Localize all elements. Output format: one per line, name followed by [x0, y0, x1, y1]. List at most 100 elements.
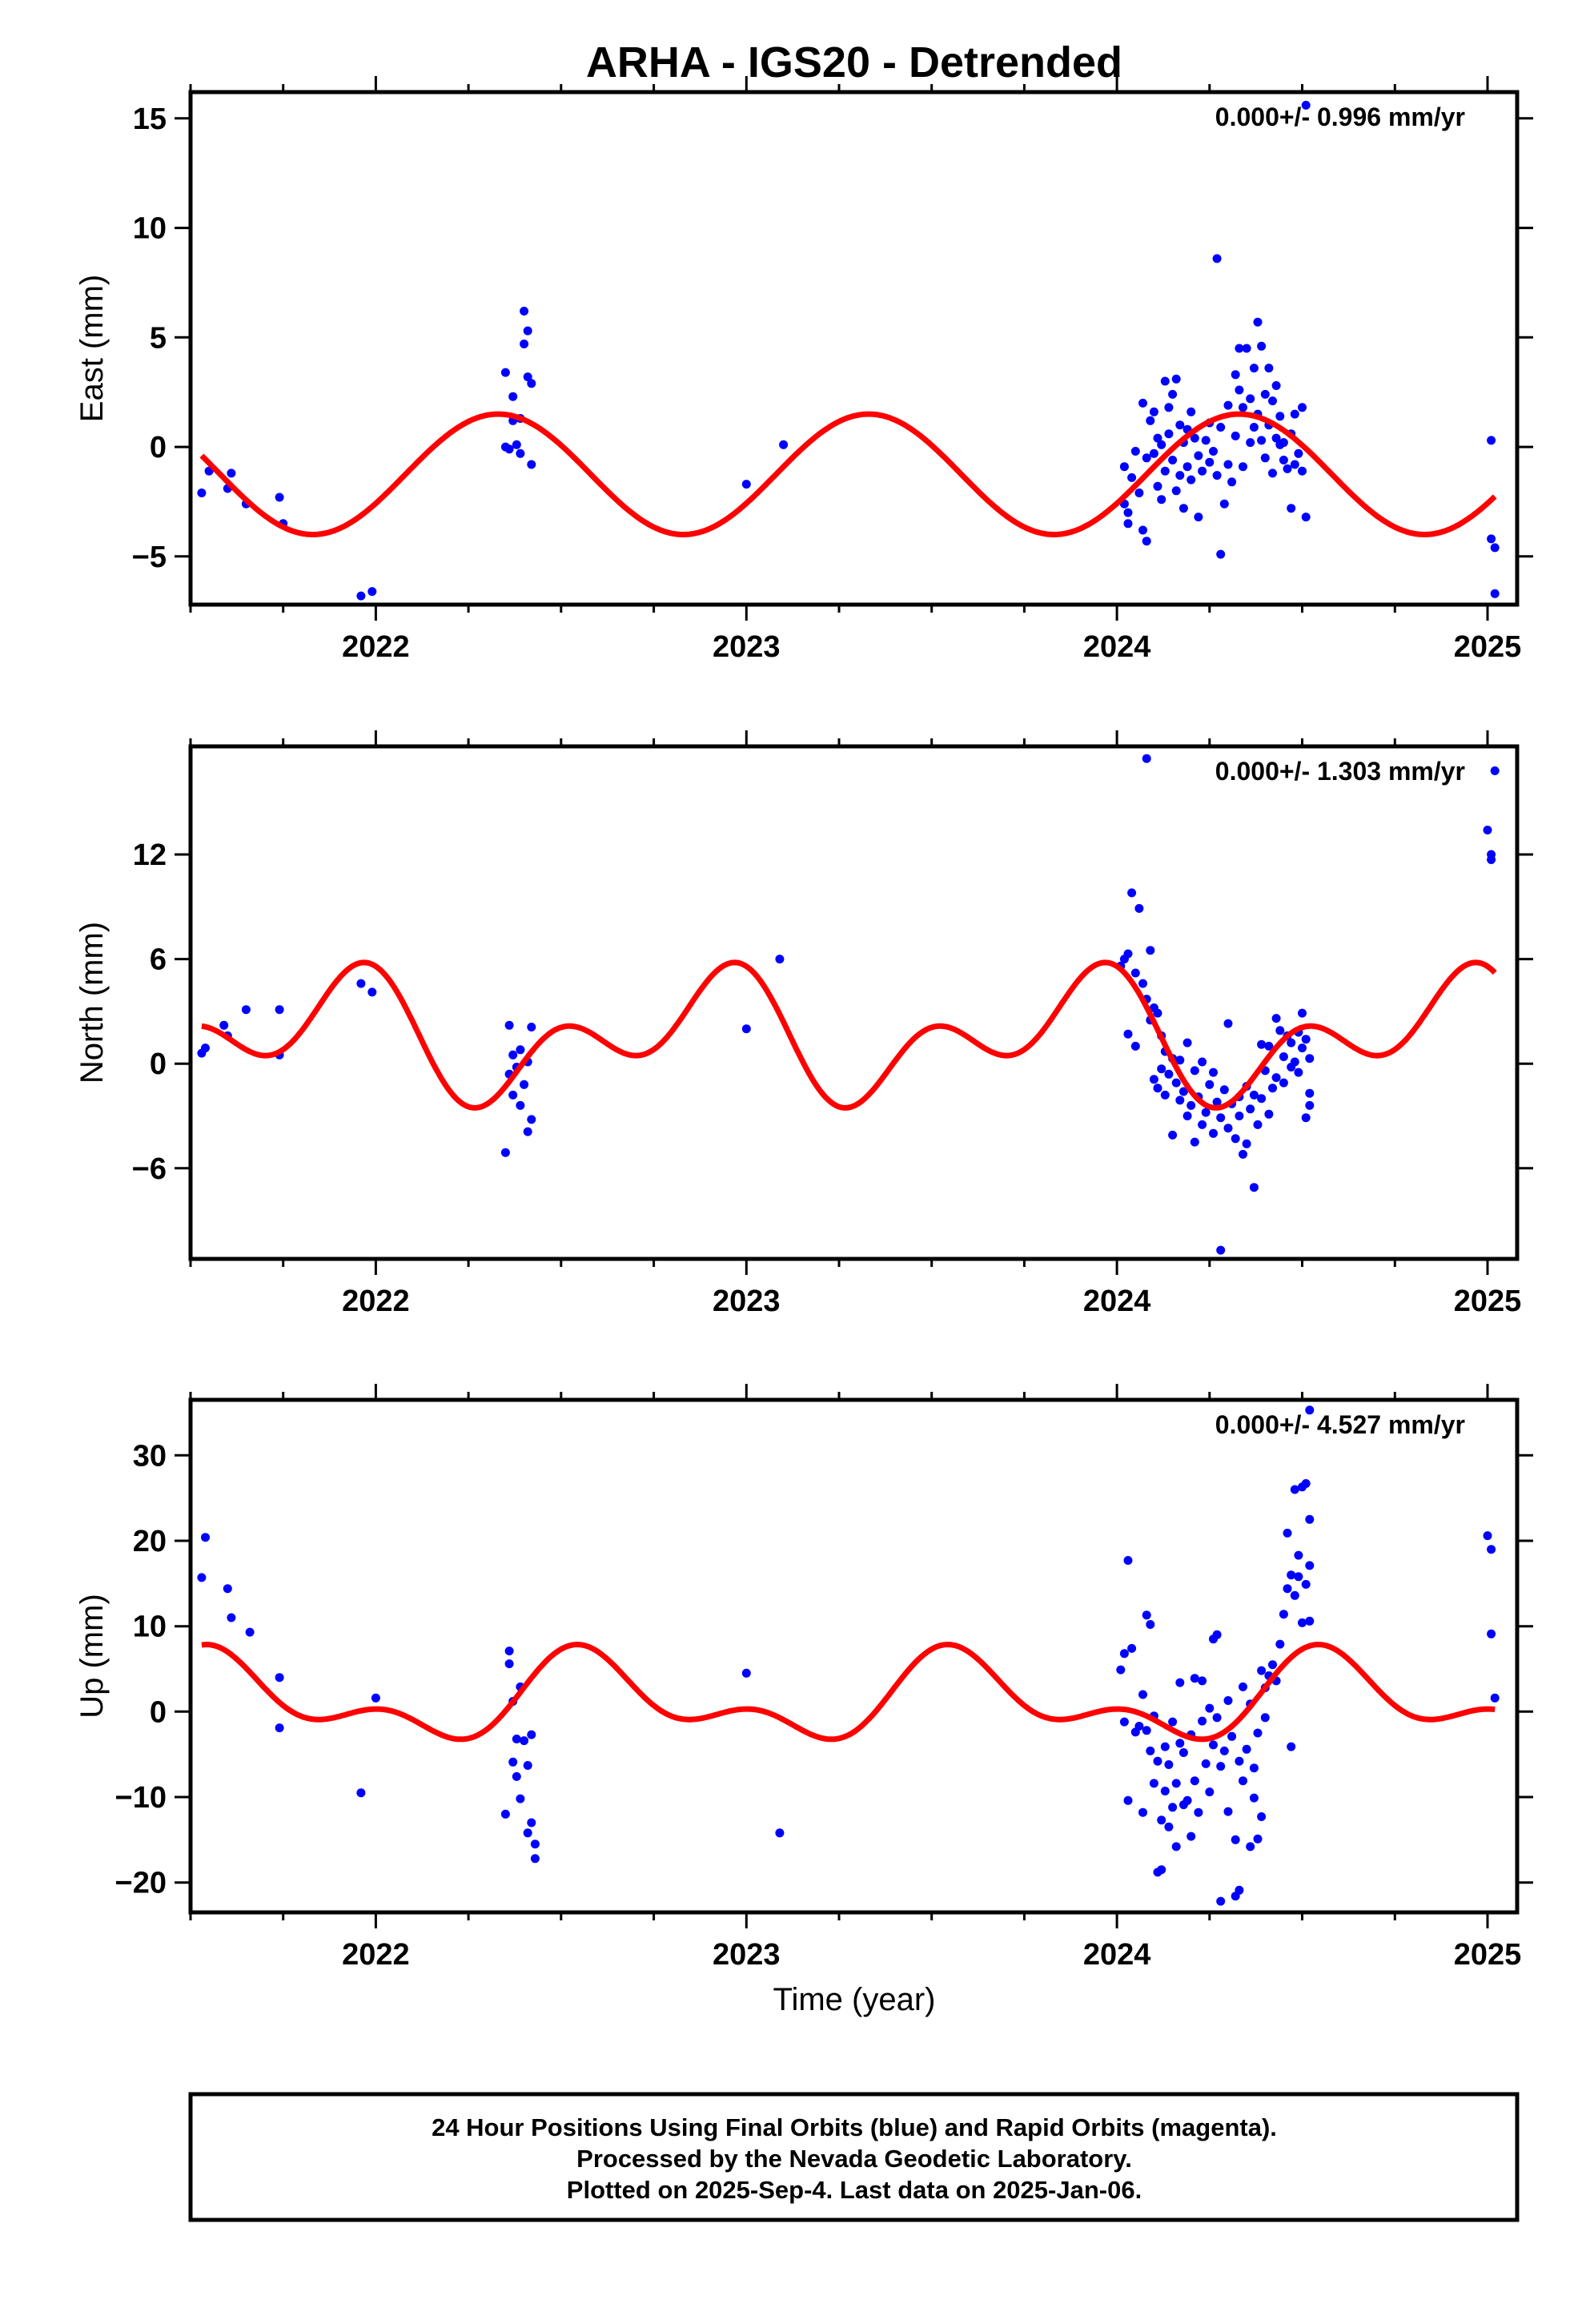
up-point-66	[1198, 1676, 1207, 1686]
up-point-78	[1223, 1807, 1233, 1816]
up-point-74	[1216, 1896, 1226, 1906]
up-point-81	[1231, 1835, 1240, 1844]
north-point-47	[1171, 1078, 1181, 1088]
up-point-83	[1235, 1756, 1244, 1766]
north-point-84	[1264, 1041, 1274, 1051]
footer-frame	[188, 2092, 1520, 2222]
north-point-90	[1279, 1078, 1288, 1088]
up-point-109	[1294, 1572, 1303, 1582]
north-point-46	[1168, 1130, 1178, 1140]
north-point-17	[520, 1080, 529, 1089]
east-point-49	[1171, 374, 1181, 384]
east-point-82	[1246, 438, 1255, 448]
up-point-37	[1142, 1726, 1151, 1735]
east-point-0	[197, 489, 207, 497]
east-y-tick-label: 15	[133, 103, 167, 136]
north-point-97	[1298, 1008, 1307, 1018]
north-point-107	[1487, 855, 1496, 864]
east-point-112	[1487, 436, 1496, 445]
east-point-63	[1201, 436, 1211, 445]
east-point-108	[1298, 403, 1307, 412]
north-point-27	[1123, 1029, 1133, 1039]
east-point-43	[1160, 376, 1170, 386]
north-point-37	[1149, 1075, 1158, 1084]
footer-line-2: Processed by the Nevada Geodetic Laborat…	[576, 2145, 1132, 2173]
east-point-73	[1223, 400, 1233, 410]
up-point-82	[1235, 1885, 1244, 1895]
east-point-88	[1257, 436, 1267, 445]
east-point-102	[1283, 464, 1292, 473]
north-point-81	[1257, 1094, 1267, 1104]
east-point-83	[1246, 394, 1255, 404]
north-point-11	[504, 1020, 514, 1030]
east-point-111	[1301, 100, 1311, 110]
up-point-114	[1301, 1579, 1311, 1589]
east-points	[197, 100, 1500, 601]
up-point-86	[1242, 1744, 1251, 1754]
north-point-60	[1205, 1080, 1215, 1089]
up-point-48	[1160, 1742, 1170, 1751]
east-point-86	[1253, 317, 1263, 327]
east-point-13	[508, 392, 518, 401]
up-point-49	[1164, 1760, 1174, 1769]
east-point-115	[1490, 589, 1500, 598]
east-y-tick-label: 10	[133, 212, 167, 246]
footer-line-1: 24 Hour Positions Using Final Orbits (bl…	[432, 2113, 1277, 2141]
north-plot-frame	[188, 744, 1520, 1261]
east-point-51	[1175, 420, 1185, 430]
north-point-99	[1301, 1113, 1311, 1123]
east-point-97	[1271, 381, 1281, 390]
east-point-91	[1260, 453, 1270, 463]
north-point-5	[275, 1005, 284, 1015]
north-panel: 2022 2023 2024 2025 −6 0 6 12 North (mm) 0.000+…	[74, 730, 1533, 1318]
up-model-curve	[200, 1642, 1496, 1743]
east-point-50	[1171, 486, 1181, 496]
east-point-84	[1249, 364, 1259, 373]
north-point-67	[1223, 1124, 1233, 1133]
up-point-85	[1239, 1682, 1247, 1691]
up-point-18	[520, 1736, 529, 1746]
up-point-72	[1212, 1713, 1222, 1723]
up-point-106	[1287, 1742, 1296, 1751]
east-point-103	[1287, 504, 1296, 513]
north-x-tick-label: 2025	[1454, 1285, 1522, 1318]
up-point-46	[1157, 1815, 1166, 1825]
north-point-66	[1219, 1085, 1229, 1095]
north-point-8	[367, 987, 377, 997]
up-y-tick-label: −10	[115, 1781, 167, 1815]
east-point-37	[1149, 448, 1158, 458]
north-point-1	[201, 1043, 210, 1053]
east-point-57	[1186, 407, 1196, 416]
north-x-tick-label: 2022	[342, 1285, 410, 1318]
up-point-70	[1209, 1740, 1218, 1750]
north-point-50	[1178, 1087, 1188, 1096]
east-point-78	[1235, 385, 1244, 395]
east-point-27	[1123, 519, 1133, 529]
north-point-93	[1287, 1038, 1296, 1047]
north-point-23	[775, 955, 785, 964]
up-point-31	[1123, 1795, 1133, 1805]
north-point-51	[1182, 1112, 1192, 1120]
north-ticks: 2022 2023 2024 2025 −6 0 6 12	[132, 730, 1533, 1318]
east-point-100	[1279, 456, 1288, 464]
north-point-58	[1198, 1057, 1207, 1067]
up-point-120	[1487, 1545, 1496, 1554]
up-point-122	[1490, 1693, 1500, 1703]
up-point-11	[504, 1659, 514, 1669]
up-y-tick-label: 0	[150, 1695, 167, 1729]
up-panel: 2022 2023 2024 2025 −20 −10 0 10 20 30 Up (mm) 0.…	[74, 1384, 1533, 1972]
north-x-tick-label: 2023	[713, 1285, 781, 1318]
north-point-26	[1123, 949, 1133, 959]
up-point-28	[1119, 1649, 1129, 1659]
east-point-11	[504, 444, 514, 454]
east-point-109	[1298, 466, 1307, 476]
east-point-72	[1223, 460, 1233, 469]
up-point-118	[1305, 1405, 1315, 1415]
east-point-107	[1294, 448, 1303, 458]
up-points	[197, 1405, 1500, 1906]
north-point-43	[1160, 1090, 1170, 1100]
up-point-42	[1149, 1779, 1158, 1788]
east-point-79	[1239, 462, 1247, 472]
north-point-89	[1279, 1052, 1288, 1061]
up-point-2	[223, 1584, 232, 1594]
